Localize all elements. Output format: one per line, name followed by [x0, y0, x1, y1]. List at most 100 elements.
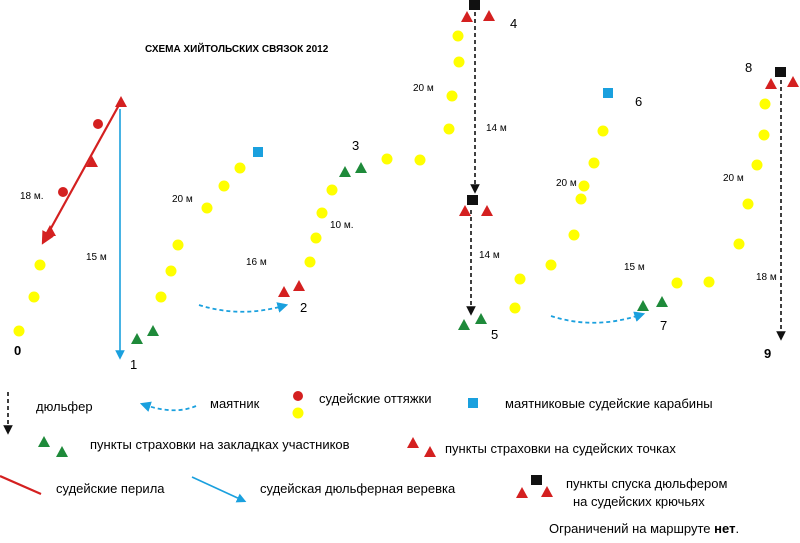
legend-pendulum-icon [139, 401, 197, 412]
legend-red-triangle-icon [424, 446, 436, 457]
blue-square [603, 88, 613, 98]
legend-red-dot-icon [293, 391, 303, 401]
yellow-dot [578, 180, 590, 192]
point-9: 9 [764, 346, 771, 361]
black-square [775, 67, 786, 77]
yellow-dot [28, 291, 40, 303]
red-triangle [483, 10, 495, 21]
legend-descent-label-line2: на судейских крючьях [573, 494, 705, 509]
point-3: 3 [352, 138, 359, 153]
red-triangle [459, 205, 471, 216]
yellow-dot [597, 125, 609, 137]
segment-2-4 [304, 30, 465, 268]
yellow-dot [452, 30, 464, 42]
yellow-dot [34, 259, 46, 271]
yellow-dot [758, 129, 770, 141]
distance-label: 16 м [246, 257, 267, 268]
yellow-dot [509, 302, 521, 314]
green-triangle [131, 333, 143, 344]
legend: дюльфер маятник судейские оттяжки маятни… [0, 391, 739, 536]
distance-label: 20 м [556, 178, 577, 189]
legend-participant-belay-label: пункты страховки на закладках участников [90, 437, 350, 452]
yellow-dot [381, 153, 393, 165]
red-triangle [278, 286, 290, 297]
red-triangle [765, 78, 777, 89]
segment-4-5 [458, 0, 495, 330]
green-triangle [147, 325, 159, 336]
yellow-dot [234, 162, 246, 174]
yellow-dot [201, 202, 213, 214]
yellow-dot [575, 193, 587, 205]
yellow-dot [326, 184, 338, 196]
legend-dulfer-label: дюльфер [36, 399, 93, 414]
distance-label: 20 м [413, 83, 434, 94]
legend-green-triangle-icon [38, 436, 50, 447]
yellow-dot [304, 256, 316, 268]
distance-label: 20 м [172, 194, 193, 205]
distance-label: 15 м [624, 262, 645, 273]
legend-red-triangle-icon [516, 487, 528, 498]
yellow-dot [568, 229, 580, 241]
yellow-dot [742, 198, 754, 210]
yellow-dot [671, 277, 683, 289]
yellow-dot [453, 56, 465, 68]
yellow-dot [751, 159, 763, 171]
point-2: 2 [300, 300, 307, 315]
legend-judge-belay-label: пункты страховки на судейских точках [445, 441, 676, 456]
legend-rope-label: судейская дюльферная веревка [260, 481, 456, 496]
black-square [469, 0, 480, 10]
legend-judge-ties-label: судейские оттяжки [319, 391, 431, 406]
red-triangle [115, 96, 127, 107]
distance-label: 14 м [479, 250, 500, 261]
distance-label: 15 м [86, 252, 107, 263]
legend-red-triangle-icon [541, 486, 553, 497]
green-triangle [458, 319, 470, 330]
judge-rail-line [41, 104, 120, 245]
point-4: 4 [510, 16, 517, 31]
legend-red-triangle-icon [407, 437, 419, 448]
distance-labels: 18 м. 15 м 20 м 16 м 10 м. 20 м 14 м 14 … [20, 83, 777, 283]
red-triangle [461, 11, 473, 22]
green-triangle [339, 166, 351, 177]
red-triangle [787, 76, 799, 87]
yellow-dot [310, 232, 322, 244]
green-triangle [656, 296, 668, 307]
yellow-dot [155, 291, 167, 303]
red-triangle [44, 225, 56, 236]
black-square [467, 195, 478, 205]
yellow-dot [588, 157, 600, 169]
yellow-dot [545, 259, 557, 271]
legend-rails-label: судейские перила [56, 481, 165, 496]
red-triangle [481, 205, 493, 216]
red-triangle [293, 280, 305, 291]
point-6: 6 [635, 94, 642, 109]
point-numbers: 0 1 2 3 4 5 6 7 8 9 [14, 16, 771, 372]
red-dot [93, 119, 103, 129]
red-dot [58, 187, 68, 197]
distance-label: 18 м [756, 272, 777, 283]
green-triangle [637, 300, 649, 311]
legend-descent-label-line1: пункты спуска дюльфером [566, 476, 727, 491]
pendulum-arrow [198, 302, 289, 313]
segment-5-6 [509, 88, 668, 324]
yellow-dot [414, 154, 426, 166]
red-triangle [86, 156, 98, 167]
legend-pendulum-label: маятник [210, 396, 260, 411]
point-0: 0 [14, 343, 21, 358]
yellow-dot [13, 325, 25, 337]
point-5: 5 [491, 327, 498, 342]
distance-label: 18 м. [20, 191, 44, 202]
footer-end: . [735, 521, 739, 536]
legend-black-square-icon [531, 475, 542, 485]
pendulum-arrow [550, 311, 646, 324]
footer-text: Ограничений на маршруте [549, 521, 714, 536]
green-triangle [355, 162, 367, 173]
yellow-dot [703, 276, 715, 288]
legend-rail-icon [0, 474, 42, 496]
yellow-dot [759, 98, 771, 110]
legend-yellow-dot-icon [292, 407, 304, 419]
point-8: 8 [745, 60, 752, 75]
yellow-dot [165, 265, 177, 277]
legend-green-triangle-icon [56, 446, 68, 457]
